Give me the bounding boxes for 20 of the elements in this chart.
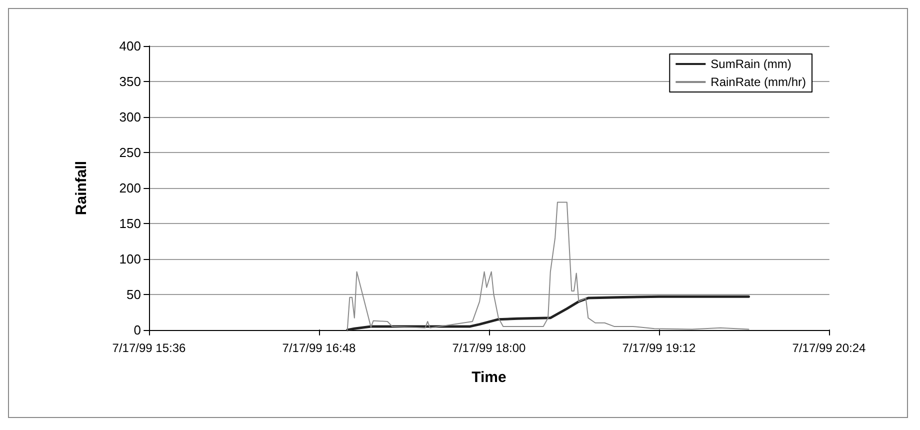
y-tick-label: 300: [119, 110, 141, 124]
y-tick-label: 200: [119, 180, 141, 196]
y-tick-label: 50: [126, 287, 141, 302]
x-tick-label: 7/17/99 19:12: [622, 341, 696, 355]
x-tick-label: 7/17/99 18:00: [452, 341, 526, 355]
x-tick-label: 7/17/99 15:36: [112, 341, 186, 355]
x-tick-label: 7/17/99 20:24: [792, 341, 866, 355]
x-tick-label: 7/17/99 16:48: [282, 341, 356, 355]
y-tick-label: 0: [134, 322, 141, 338]
x-axis-title: Time: [472, 369, 506, 386]
legend-label: RainRate (mm/hr): [710, 75, 806, 89]
y-tick-label: 150: [119, 216, 141, 231]
line-series: [346, 202, 750, 330]
y-tick-label: 250: [119, 145, 141, 160]
y-axis-title: Rainfall: [73, 160, 90, 216]
y-tick-label: 400: [119, 38, 141, 54]
y-tick-label: 350: [119, 74, 141, 89]
y-tick-label: 100: [119, 252, 141, 266]
legend-label: SumRain (mm): [710, 57, 792, 71]
line-series: [346, 295, 750, 332]
